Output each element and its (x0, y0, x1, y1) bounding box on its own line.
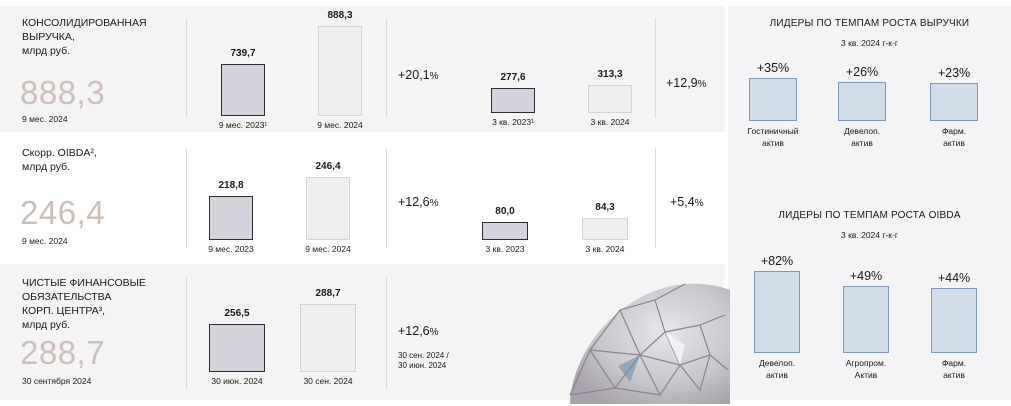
leader-bar-category-label: Фарм. актив (909, 125, 999, 149)
leaders-oibda-subtitle: 3 кв. 2024 г-к-г (841, 230, 898, 240)
leader-category-line: Фарм. (941, 126, 967, 136)
leader-category-line: актив (943, 138, 965, 148)
leader-bar (749, 78, 797, 121)
revenue-growth-9m: +20,1% (398, 68, 439, 82)
leader-category-line: актив (762, 138, 784, 148)
leader-category-line: Агропром. (845, 358, 887, 368)
oibda-growth-q3: +5,4% (670, 195, 704, 209)
bar-category-label: 30 сен. 2024 (303, 376, 353, 386)
oibda-period: 9 мес. 2024 (22, 236, 68, 246)
bar-category-label: 3 кв. 2024 (585, 244, 625, 254)
bar-value-label: 888,3 (327, 10, 353, 21)
leader-category-line: актив (766, 370, 788, 380)
bar (306, 177, 350, 240)
leader-bar (931, 288, 977, 353)
separator (186, 18, 187, 118)
oibda-growth-9m: +12,6% (398, 195, 439, 209)
leader-bar (843, 285, 889, 353)
leader-bar-value-label: +35% (756, 61, 790, 75)
leader-category-line: Девелоп. (758, 358, 796, 368)
bar-value-label: 218,8 (218, 179, 244, 191)
leader-bar-value-label: +26% (845, 64, 879, 79)
leader-bar-category-label: Фарм. актив (909, 357, 999, 381)
bar-value-label: 246,4 (315, 161, 341, 172)
net-debt-growth-note: 30 сен. 2024 / 30 июн. 2024 (398, 351, 449, 370)
bar (582, 218, 628, 240)
leader-bar (754, 271, 800, 353)
leader-bar-value-label: +82% (760, 254, 794, 268)
bar-value-label: 288,7 (315, 288, 341, 299)
separator (186, 148, 187, 248)
leader-category-line: актив (851, 138, 873, 148)
separator (386, 278, 387, 390)
bar (588, 85, 632, 113)
bar-value-label: 256,5 (224, 308, 250, 320)
leader-bar-value-label: +49% (849, 268, 883, 283)
leader-category-line: актив (943, 370, 965, 380)
separator (655, 148, 656, 248)
bar-category-label: 3 кв. 2023 (485, 244, 525, 254)
leaders-revenue-title: ЛИДЕРЫ ПО ТЕМПАМ РОСТА ВЫРУЧКИ (769, 18, 970, 29)
bar-category-label: 9 мес. 2024 (317, 120, 363, 130)
net-debt-growth: +12,6% (398, 324, 439, 338)
net-debt-period: 30 сентября 2024 (22, 376, 92, 386)
bar (221, 64, 265, 116)
bar (491, 88, 535, 113)
leader-bar-category-label: Девелоп. актив (817, 125, 907, 149)
leader-bar (838, 81, 886, 121)
bar (209, 195, 253, 240)
bar (209, 324, 265, 372)
separator (386, 148, 387, 248)
net-debt-big-value: 288,7 (20, 334, 106, 371)
bar (300, 304, 356, 372)
revenue-growth-q3: +12,9% (666, 76, 707, 90)
leader-bar-category-label: Гостиничный актив (728, 125, 818, 149)
leader-bar-category-label: Агропром. Актив (821, 357, 911, 381)
bar (482, 222, 528, 240)
leader-bar (930, 82, 978, 121)
bar-value-label: 277,6 (500, 72, 526, 84)
leader-category-line: Гостиничный (747, 126, 799, 136)
revenue-title: КОНСОЛИДИРОВАННАЯ ВЫРУЧКА, млрд руб. (22, 17, 147, 57)
net-debt-title: ЧИСТЫЕ ФИНАНСОВЫЕ ОБЯЗАТЕЛЬСТВА КОРП. ЦЕ… (22, 277, 146, 331)
bar-category-label: 30 июн. 2024 (211, 376, 263, 386)
leader-category-line: Фарм. (941, 358, 967, 368)
oibda-title: Скорр. OIBDA², млрд руб. (22, 147, 97, 173)
separator (186, 278, 187, 390)
leader-category-line: Актив (854, 370, 878, 380)
oibda-big-value: 246,4 (20, 194, 106, 231)
bar (318, 26, 362, 116)
leader-bar-category-label: Девелоп. актив (732, 357, 822, 381)
bar-value-label: 313,3 (597, 69, 623, 80)
leader-category-line: Девелоп. (843, 126, 881, 136)
bar-category-label: 3 кв. 2024 (590, 117, 630, 127)
separator (386, 18, 387, 118)
oibda-band (0, 136, 725, 260)
bar-value-label: 739,7 (230, 48, 256, 60)
leader-bar-value-label: +23% (937, 65, 971, 80)
leaders-oibda-title: ЛИДЕРЫ ПО ТЕМПАМ РОСТА OIBDA (778, 210, 961, 221)
revenue-big-value: 888,3 (20, 74, 106, 111)
bar-category-label: 9 мес. 2024 (305, 244, 351, 254)
bar-category-label: 3 кв. 2023¹ (492, 117, 534, 127)
revenue-period: 9 мес. 2024 (22, 114, 68, 124)
bar-category-label: 9 мес. 2023¹ (218, 120, 268, 130)
bar-category-label: 9 мес. 2023 (208, 244, 254, 254)
bar-value-label: 84,3 (595, 202, 615, 213)
geodesic-sphere-image (569, 283, 730, 404)
separator (655, 18, 656, 118)
leaders-revenue-subtitle: 3 кв. 2024 г-к-г (841, 38, 898, 48)
bar-value-label: 80,0 (495, 206, 515, 218)
leader-bar-value-label: +44% (937, 271, 971, 286)
